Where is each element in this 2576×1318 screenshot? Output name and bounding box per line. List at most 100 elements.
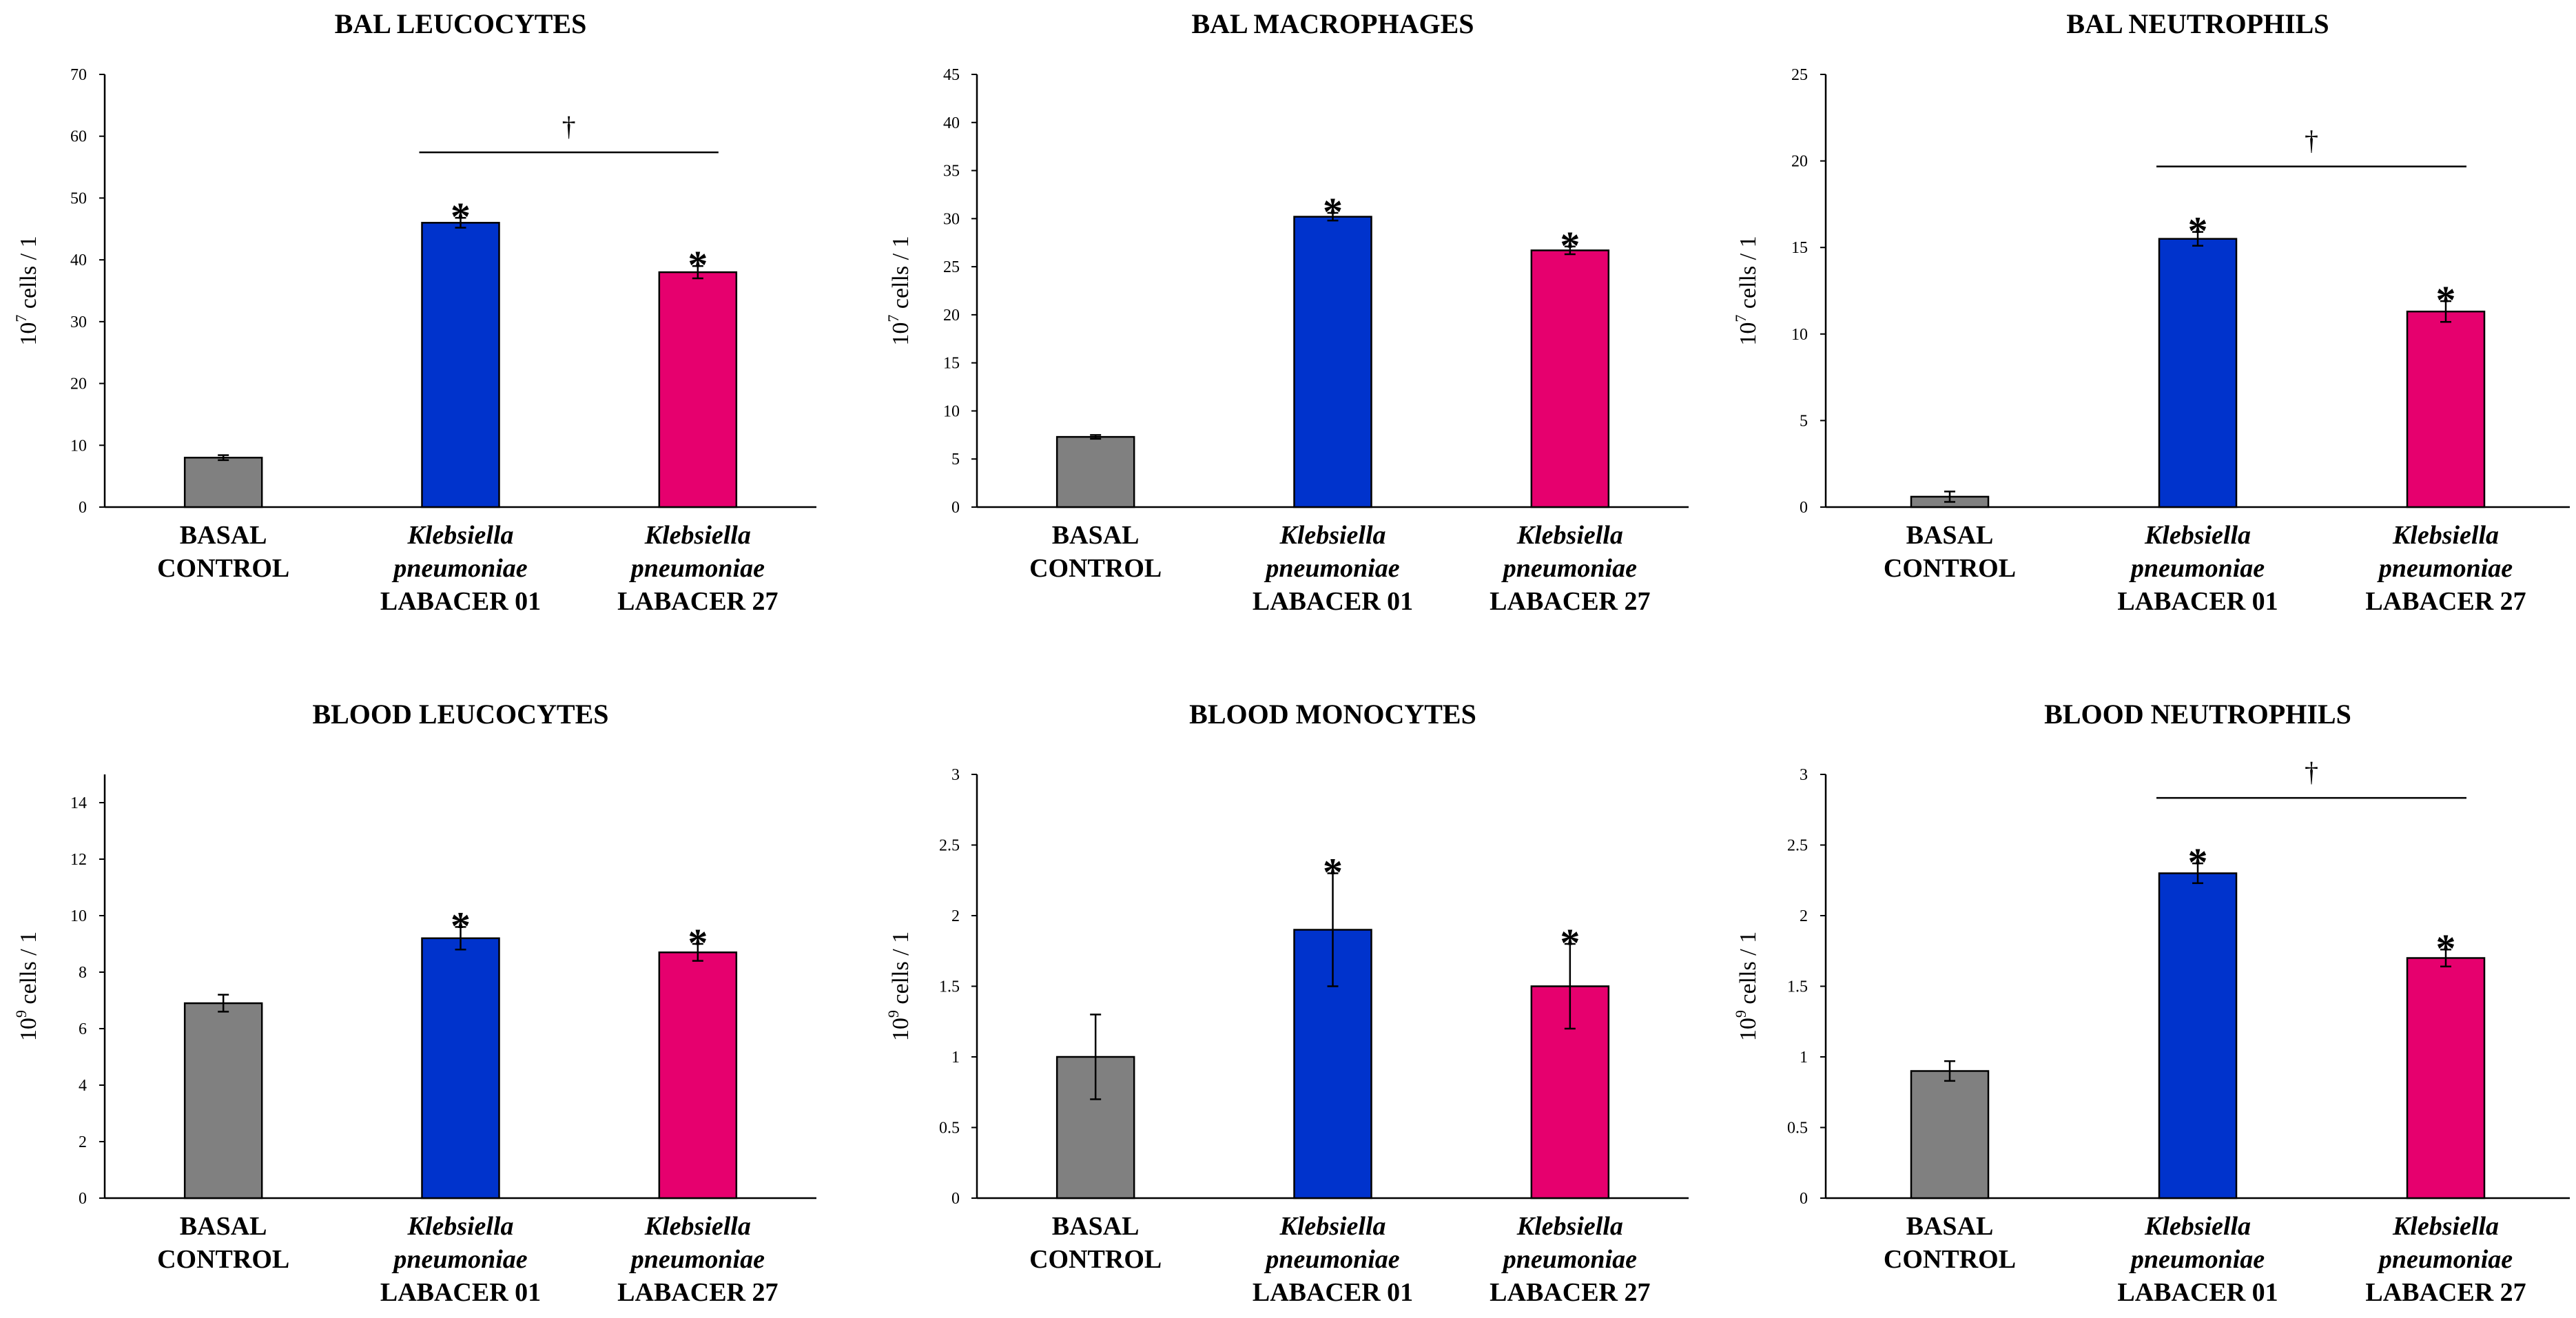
x-tick-label: CONTROL <box>1884 554 2016 583</box>
y-tick-label: 8 <box>79 964 87 982</box>
x-tick-label: Klebsiella <box>406 1212 513 1241</box>
bar-kp-labacer-01 <box>2158 238 2238 508</box>
y-tick-label: 40 <box>943 114 960 132</box>
y-axis-label-unit: cells / 1 <box>888 931 914 1010</box>
y-tick-label: 0 <box>951 499 960 517</box>
y-tick-label: 30 <box>943 210 960 228</box>
bar-kp-labacer-27 <box>2406 957 2486 1199</box>
x-tick-label: BASAL <box>1052 1212 1140 1241</box>
y-tick-label: 40 <box>70 251 87 269</box>
y-tick-label: 25 <box>943 258 960 276</box>
y-axis-label: 109 cells / 1 <box>885 931 914 1041</box>
y-axis-label-exponent: 9 <box>12 1010 30 1018</box>
y-axis-label: 107 cells / 1 <box>1732 236 1761 345</box>
significance-star: * <box>1560 223 1580 268</box>
y-axis-label-base: 10 <box>16 1018 41 1041</box>
y-tick-label: 2 <box>1800 907 1808 925</box>
x-tick-label: LABACER 27 <box>617 587 778 616</box>
chart-title: BAL MACROPHAGES <box>1191 8 1474 39</box>
x-tick-label: Klebsiella <box>644 1212 751 1241</box>
y-tick-label: 2.5 <box>939 837 960 855</box>
bar-kp-labacer-01 <box>421 222 500 508</box>
y-tick-label: 2 <box>79 1133 87 1151</box>
y-tick-label: 15 <box>943 355 960 373</box>
x-tick-label: CONTROL <box>157 554 289 583</box>
y-tick-label: 5 <box>951 451 960 468</box>
y-axis-label-exponent: 9 <box>885 1010 902 1018</box>
y-axis-label-base: 10 <box>888 322 914 346</box>
y-axis-label-unit: cells / 1 <box>16 236 41 314</box>
x-tick-label: BASAL <box>1906 521 1994 550</box>
x-tick-label: pneumoniae <box>629 1245 765 1274</box>
y-tick-label: 14 <box>70 794 87 812</box>
y-axis-label-exponent: 7 <box>12 315 30 322</box>
significance-star: * <box>2188 840 2208 885</box>
y-axis-label-exponent: 7 <box>885 315 902 322</box>
y-tick-label: 20 <box>943 307 960 325</box>
x-tick-label: Klebsiella <box>2144 1212 2251 1241</box>
y-tick-label: 45 <box>943 66 960 84</box>
x-tick-label: BASAL <box>1906 1212 1994 1241</box>
x-tick-label: Klebsiella <box>1516 521 1623 550</box>
y-tick-label: 35 <box>943 163 960 181</box>
chart-panel: BLOOD MONOCYTES 0 0.5 1 1.5 2 2.5 3 109 cells / … <box>885 699 1689 1307</box>
x-tick-label: Klebsiella <box>1279 521 1385 550</box>
x-tick-label: CONTROL <box>1029 554 1162 583</box>
x-tick-label: BASAL <box>180 521 267 550</box>
y-tick-label: 20 <box>1791 153 1808 171</box>
x-tick-label: LABACER 01 <box>380 587 541 616</box>
y-axis-label: 107 cells / 1 <box>885 236 914 345</box>
y-axis-label-unit: cells / 1 <box>1735 931 1761 1010</box>
x-tick-label: LABACER 01 <box>1253 1278 1413 1307</box>
y-axis-label: 109 cells / 1 <box>12 931 41 1041</box>
chart-title: BLOOD MONOCYTES <box>1189 699 1476 730</box>
y-tick-label: 4 <box>79 1077 87 1095</box>
x-tick-label: Klebsiella <box>2392 1212 2499 1241</box>
chart-title: BLOOD LEUCOCYTES <box>312 699 608 730</box>
y-tick-label: 12 <box>70 851 87 869</box>
y-axis-label-unit: cells / 1 <box>888 236 914 314</box>
y-axis-label-exponent: 7 <box>1732 315 1749 322</box>
y-tick-label: 3 <box>951 766 960 784</box>
y-tick-label: 5 <box>1800 412 1808 430</box>
x-tick-label: pneumoniae <box>391 554 527 583</box>
x-tick-label: CONTROL <box>1029 1245 1162 1274</box>
significance-star: * <box>451 194 471 239</box>
bar-basal-control <box>183 1002 263 1199</box>
x-tick-label: pneumoniae <box>391 1245 527 1274</box>
x-tick-label: pneumoniae <box>1264 1245 1399 1274</box>
y-tick-label: 0 <box>1800 499 1808 517</box>
y-axis-label-unit: cells / 1 <box>16 931 41 1010</box>
x-tick-label: LABACER 27 <box>2365 587 2526 616</box>
bar-kp-labacer-27 <box>658 951 738 1199</box>
x-tick-label: BASAL <box>1052 521 1140 550</box>
significance-star: * <box>451 903 471 948</box>
y-tick-label: 2.5 <box>1787 837 1808 855</box>
bar-kp-labacer-01 <box>421 937 500 1199</box>
significance-star: * <box>1560 920 1580 965</box>
y-tick-label: 20 <box>70 375 87 393</box>
x-tick-label: LABACER 01 <box>2117 587 2278 616</box>
chart-title: BAL NEUTROPHILS <box>2066 8 2329 39</box>
x-tick-label: pneumoniae <box>1501 554 1637 583</box>
significance-star: * <box>2188 209 2208 254</box>
y-tick-label: 0 <box>951 1190 960 1208</box>
x-tick-label: pneumoniae <box>1264 554 1399 583</box>
x-tick-label: Klebsiella <box>1516 1212 1623 1241</box>
y-tick-label: 10 <box>943 402 960 420</box>
bar-basal-control <box>1055 435 1135 508</box>
y-axis-label-base: 10 <box>888 1018 914 1041</box>
x-tick-label: pneumoniae <box>2129 1245 2265 1274</box>
bar-kp-labacer-27 <box>2406 310 2486 508</box>
comparison-dagger: † <box>562 111 576 142</box>
comparison-dagger: † <box>2305 125 2318 156</box>
x-tick-label: Klebsiella <box>406 521 513 550</box>
significance-star: * <box>1323 850 1343 895</box>
bar-basal-control <box>1910 1070 1990 1199</box>
x-tick-label: Klebsiella <box>1279 1212 1385 1241</box>
x-tick-label: pneumoniae <box>2377 1245 2513 1274</box>
x-tick-label: CONTROL <box>1884 1245 2016 1274</box>
y-axis-label-unit: cells / 1 <box>1735 236 1761 314</box>
